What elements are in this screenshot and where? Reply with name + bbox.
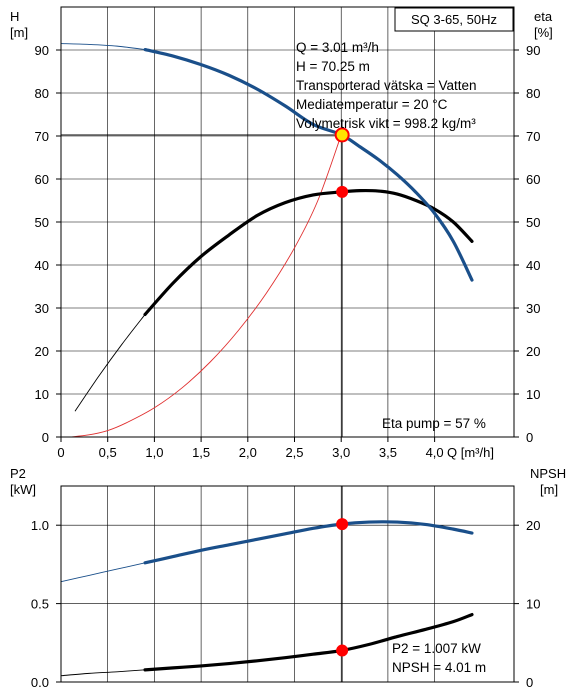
- y-tick-label-left: 30: [35, 301, 49, 316]
- bottom-curves: [60, 486, 474, 682]
- annotation-density: Volymetrisk vikt = 998.2 kg/m³: [296, 116, 476, 131]
- p2-curve: [143, 520, 474, 565]
- p2-operating-point: [336, 518, 349, 531]
- power-npsh-panel: 0.0 0.5 1.0 0 10 20 P2 [kW] NPSH [m] P2 = 1.0…: [10, 466, 566, 690]
- bottom-tick-labels: 0.0 0.5 1.0 0 10 20: [31, 518, 541, 690]
- npsh-curve-thin: [60, 669, 146, 677]
- top-plot-frame: [60, 6, 515, 438]
- head-curve-thin: [60, 43, 146, 51]
- npsh-tick-label: 10: [526, 597, 540, 612]
- annotation-q: Q = 3.01 m³/h: [296, 40, 379, 55]
- eta-curve: [143, 188, 474, 317]
- y-tick-label-right: 20: [526, 344, 540, 359]
- bottom-left-axis-label-2: [kW]: [10, 482, 36, 497]
- y-tick-label-right: 50: [526, 215, 540, 230]
- top-left-axis-label-1: H: [10, 9, 19, 24]
- npsh-tick-label: 0: [526, 675, 533, 690]
- y-tick-label-left: 90: [35, 43, 49, 58]
- bottom-plot-frame: [60, 485, 515, 683]
- annotation-h: H = 70.25 m: [296, 59, 370, 74]
- p2-curve-thin: [60, 562, 146, 583]
- y-tick-label-left: 0: [42, 430, 49, 445]
- x-tick-label: 3,0: [332, 445, 350, 460]
- p2-tick-label: 1.0: [31, 518, 49, 533]
- x-tick-label: 0: [57, 445, 64, 460]
- npsh-operating-point: [336, 644, 349, 657]
- y-tick-label-left: 70: [35, 129, 49, 144]
- y-tick-label-left: 50: [35, 215, 49, 230]
- npsh-tick-label: 20: [526, 518, 540, 533]
- bottom-right-axis-label-1: NPSH: [530, 466, 566, 481]
- annotation-eta-pump: Eta pump = 57 %: [382, 416, 486, 431]
- annotation-liquid: Transporterad vätska = Vatten: [296, 78, 476, 93]
- x-tick-label: 1,5: [192, 445, 210, 460]
- y-tick-label-right: 80: [526, 86, 540, 101]
- annotation-temperature: Mediatemperatur = 20 °C: [296, 97, 448, 112]
- y-tick-label-right: 40: [526, 258, 540, 273]
- y-tick-label-left: 10: [35, 387, 49, 402]
- y-tick-label-right: 90: [526, 43, 540, 58]
- x-axis-label: Q [m³/h]: [447, 445, 494, 460]
- top-right-axis-label-1: eta: [534, 9, 553, 24]
- y-tick-label-right: 60: [526, 172, 540, 187]
- x-tick-label: 2,5: [285, 445, 303, 460]
- y-tick-label-left: 60: [35, 172, 49, 187]
- y-tick-label-left: 40: [35, 258, 49, 273]
- eta-curve-thin: [74, 314, 146, 412]
- x-tick-label: 2,0: [239, 445, 257, 460]
- top-grid: [56, 7, 519, 442]
- y-tick-label-right: 30: [526, 301, 540, 316]
- chart-title: SQ 3-65, 50Hz: [411, 12, 497, 27]
- y-tick-label-right: 10: [526, 387, 540, 402]
- annotation-p2: P2 = 1.007 kW: [392, 641, 481, 656]
- y-tick-label-left: 20: [35, 344, 49, 359]
- system-curve: [70, 134, 342, 438]
- annotation-npsh: NPSH = 4.01 m: [392, 660, 486, 675]
- x-tick-label: 0,5: [99, 445, 117, 460]
- bottom-left-axis-label-1: P2: [10, 466, 26, 481]
- x-tick-label: 1,0: [145, 445, 163, 460]
- eta-operating-point: [336, 185, 349, 198]
- y-tick-label-right: 0: [526, 430, 533, 445]
- top-curves: [60, 43, 474, 438]
- duty-point-marker: [334, 127, 350, 143]
- y-tick-label-right: 70: [526, 129, 540, 144]
- top-left-axis-label-2: [m]: [10, 25, 28, 40]
- x-tick-label: 3,5: [379, 445, 397, 460]
- y-tick-label-left: 80: [35, 86, 49, 101]
- top-right-axis-label-2: [%]: [534, 25, 553, 40]
- p2-tick-label: 0.0: [31, 675, 49, 690]
- title-box: [394, 7, 514, 32]
- x-tick-label: 4,0: [426, 445, 444, 460]
- npsh-curve: [143, 612, 474, 672]
- p2-tick-label: 0.5: [31, 597, 49, 612]
- bottom-right-axis-label-2: [m]: [540, 482, 558, 497]
